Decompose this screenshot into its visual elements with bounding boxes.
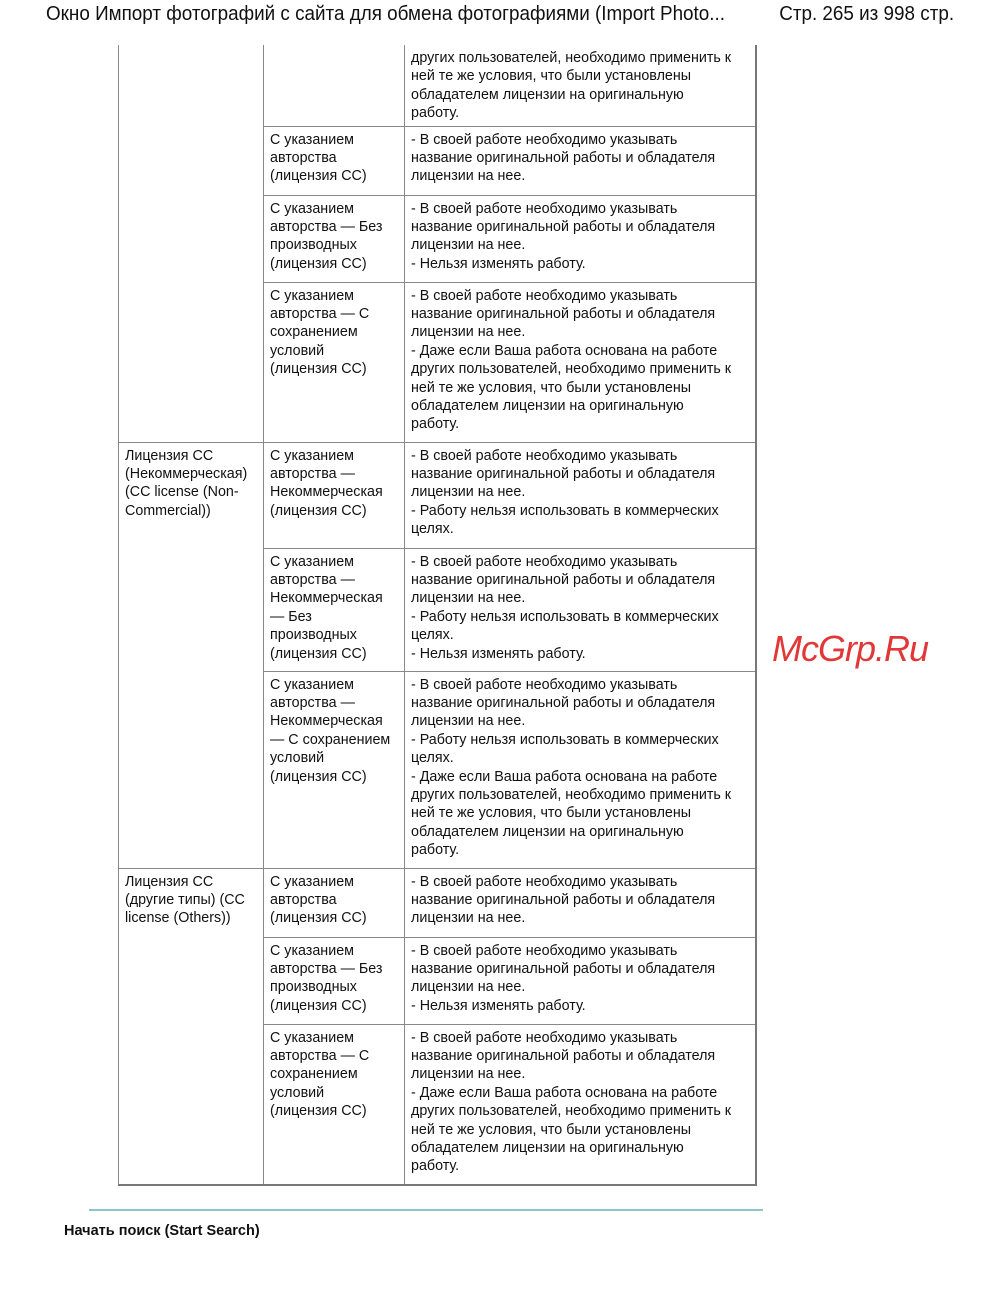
license-type-cell: С указанием авторства — Некоммерческая —…	[263, 547, 405, 672]
license-terms-cell: - В своей работе необходимо указывать на…	[404, 194, 757, 283]
divider	[89, 1209, 763, 1211]
start-search-link[interactable]: Начать поиск (Start Search)	[64, 1223, 260, 1239]
license-terms-cell: - В своей работе необходимо указывать на…	[404, 125, 757, 196]
table-row: С указанием авторства — С сохранением ус…	[119, 281, 757, 443]
license-table: других пользователей, необходимо примени…	[118, 45, 757, 1186]
license-type-cell: С указанием авторства — Некоммерческая (…	[263, 441, 405, 549]
license-type-cell: С указанием авторства — Некоммерческая —…	[263, 670, 405, 869]
license-group-cell: Лицензия CC (другие типы) (CC license (O…	[118, 867, 264, 1186]
window-title: Окно Импорт фотографий с сайта для обмен…	[46, 2, 726, 25]
page-counter: Стр. 265 из 998 стр.	[779, 2, 954, 25]
license-type-cell: С указанием авторства — С сохранением ус…	[263, 1023, 405, 1186]
license-terms-cell: - В своей работе необходимо указывать на…	[404, 936, 757, 1025]
license-type-cell: С указанием авторства — Без производных …	[263, 194, 405, 283]
license-terms-cell: других пользователей, необходимо примени…	[404, 45, 757, 127]
table-row: С указанием авторства — С сохранением ус…	[119, 1023, 757, 1186]
watermark-logo: McGrp.Ru	[772, 628, 929, 669]
table-row: Лицензия CC (другие типы) (CC license (O…	[118, 867, 757, 1186]
table-row: Лицензия CC (Некоммерческая) (CC license…	[118, 441, 757, 869]
license-type-cell: С указанием авторства — С сохранением ус…	[263, 281, 405, 443]
license-terms-cell: - В своей работе необходимо указывать на…	[404, 1023, 757, 1186]
license-terms-cell: - В своей работе необходимо указывать на…	[404, 281, 757, 443]
table-row: С указанием авторства (лицензия CC) - В с…	[119, 125, 757, 196]
license-type-cell	[263, 45, 405, 127]
table-row: С указанием авторства — Без производных …	[119, 194, 757, 283]
license-terms-cell: - В своей работе необходимо указывать на…	[404, 670, 757, 869]
license-group-cell: Лицензия CC (Некоммерческая) (CC license…	[118, 441, 264, 869]
table-row: других пользователей, необходимо примени…	[118, 45, 757, 443]
license-type-cell: С указанием авторства — Без производных …	[263, 936, 405, 1025]
table-row: С указанием авторства — Некоммерческая —…	[119, 670, 757, 869]
table-row: С указанием авторства — Без производных …	[119, 936, 757, 1025]
license-group-cell	[118, 45, 264, 443]
license-terms-cell: - В своей работе необходимо указывать на…	[404, 547, 757, 672]
table-row: С указанием авторства — Некоммерческая —…	[119, 547, 757, 672]
license-type-cell: С указанием авторства (лицензия CC)	[263, 867, 405, 938]
license-terms-cell: - В своей работе необходимо указывать на…	[404, 867, 757, 938]
page-header: Окно Импорт фотографий с сайта для обмен…	[0, 2, 1000, 28]
license-type-cell: С указанием авторства (лицензия CC)	[263, 125, 405, 196]
license-terms-cell: - В своей работе необходимо указывать на…	[404, 441, 757, 549]
